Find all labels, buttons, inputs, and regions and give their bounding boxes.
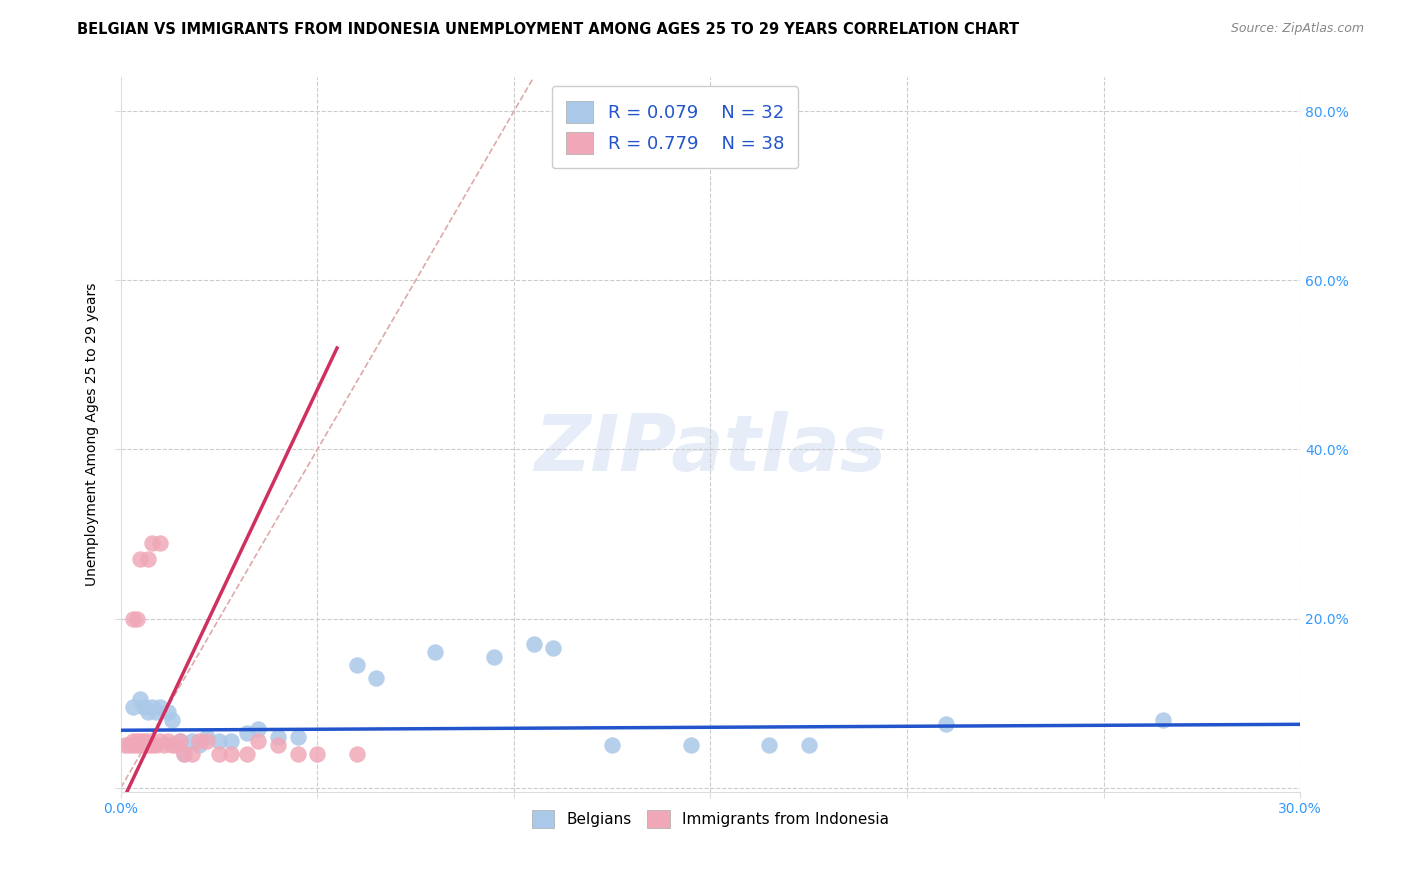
Point [121, 734, 143, 748]
Point [121, 612, 143, 626]
Point [180, 747, 202, 761]
Point [195, 730, 218, 744]
Point [219, 747, 242, 761]
Point [141, 700, 163, 714]
Point [129, 734, 152, 748]
Point [267, 739, 290, 753]
Point [134, 734, 156, 748]
Point [797, 739, 820, 753]
Point [149, 700, 172, 714]
Point [165, 739, 187, 753]
Point [138, 734, 160, 748]
Point [287, 747, 309, 761]
Text: Source: ZipAtlas.com: Source: ZipAtlas.com [1230, 22, 1364, 36]
Point [188, 739, 211, 753]
Point [935, 717, 957, 731]
Point [346, 747, 368, 761]
Point [156, 734, 179, 748]
Point [235, 725, 257, 739]
Point [247, 722, 270, 736]
Point [129, 739, 152, 753]
Point [134, 739, 156, 753]
Point [145, 705, 167, 719]
Point [160, 713, 183, 727]
Y-axis label: Unemployment Among Ages 25 to 29 years: Unemployment Among Ages 25 to 29 years [86, 283, 100, 586]
Text: BELGIAN VS IMMIGRANTS FROM INDONESIA UNEMPLOYMENT AMONG AGES 25 TO 29 YEARS CORR: BELGIAN VS IMMIGRANTS FROM INDONESIA UNE… [77, 22, 1019, 37]
Point [484, 649, 506, 664]
Point [141, 535, 163, 549]
Point [121, 700, 143, 714]
Point [125, 739, 148, 753]
Point [125, 734, 148, 748]
Point [121, 739, 143, 753]
Point [758, 739, 780, 753]
Point [235, 747, 257, 761]
Point [156, 705, 179, 719]
Point [149, 734, 172, 748]
Point [138, 739, 160, 753]
Point [366, 671, 388, 685]
Point [129, 692, 152, 706]
Point [125, 612, 148, 626]
Point [287, 730, 309, 744]
Point [141, 739, 163, 753]
Point [118, 739, 141, 753]
Point [679, 739, 702, 753]
Point [247, 734, 270, 748]
Point [219, 734, 242, 748]
Point [138, 705, 160, 719]
Point [600, 739, 623, 753]
Point [149, 535, 172, 549]
Point [169, 734, 191, 748]
Point [425, 645, 447, 659]
Point [153, 739, 176, 753]
Point [134, 700, 156, 714]
Point [180, 734, 202, 748]
Point [541, 641, 564, 656]
Point [145, 739, 167, 753]
Point [160, 739, 183, 753]
Point [188, 734, 211, 748]
Point [522, 637, 544, 651]
Point [195, 734, 218, 748]
Point [129, 552, 152, 566]
Point [1152, 713, 1174, 727]
Point [138, 552, 160, 566]
Point [267, 730, 290, 744]
Text: ZIPatlas: ZIPatlas [534, 411, 887, 487]
Point [169, 734, 191, 748]
Point [208, 734, 231, 748]
Point [208, 747, 231, 761]
Legend: Belgians, Immigrants from Indonesia: Belgians, Immigrants from Indonesia [526, 804, 896, 834]
Point [173, 747, 195, 761]
Point [173, 747, 195, 761]
Point [114, 739, 136, 753]
Point [346, 658, 368, 673]
Point [307, 747, 329, 761]
